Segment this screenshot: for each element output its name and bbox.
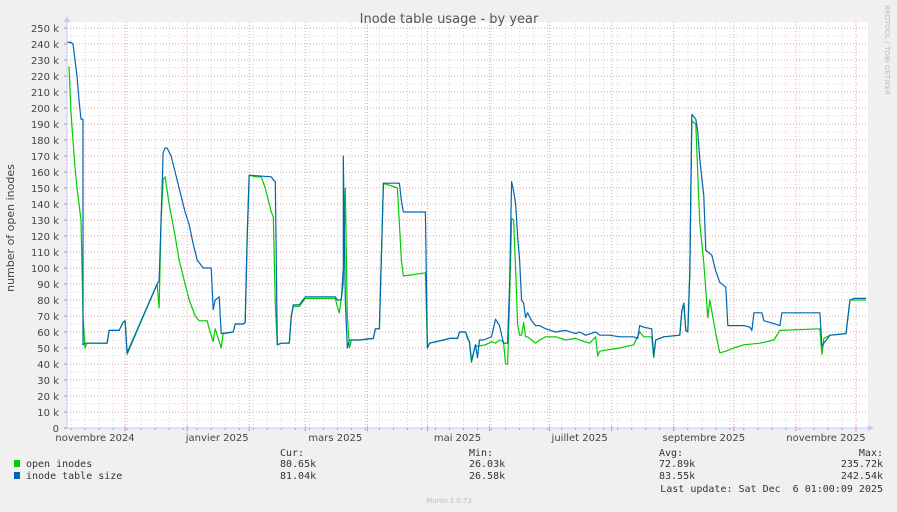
legend-swatch-open-inodes (14, 460, 20, 467)
legend-cur-open-inodes: 80.65k (280, 459, 316, 470)
y-tick-label: 150 k (31, 184, 59, 195)
munin-version: Munin 2.0.73 (426, 497, 472, 505)
legend-swatch-inode-table-size (14, 472, 20, 479)
y-tick-label: 70 k (37, 312, 59, 323)
y-tick-label: 10 k (37, 408, 59, 419)
y-tick-label: 120 k (31, 232, 59, 243)
series-lines (67, 41, 866, 365)
y-tick-label: 160 k (31, 168, 59, 179)
y-tick-label: 0 (53, 424, 59, 435)
legend-label-inode-table-size: inode table size (26, 471, 122, 482)
y-tick-label: 60 k (37, 328, 59, 339)
x-tick-label: novembre 2025 (786, 433, 865, 444)
legend-min-inode-table-size: 26.58k (469, 471, 505, 482)
x-axis: novembre 2024 janvier 2025 mars 2025 mai 20… (55, 433, 865, 444)
legend-header-avg: Avg: (659, 448, 683, 459)
y-tick-label: 250 k (31, 24, 59, 35)
y-tick-label: 210 k (31, 88, 59, 99)
y-tick-label: 50 k (37, 344, 59, 355)
legend-header-cur: Cur: (280, 448, 304, 459)
y-tick-label: 130 k (31, 216, 59, 227)
y-tick-label: 30 k (37, 376, 59, 387)
y-tick-label: 240 k (31, 40, 59, 51)
x-tick-label: novembre 2024 (55, 433, 134, 444)
legend-max-open-inodes: 235.72k (841, 459, 883, 470)
plot-area (67, 22, 868, 428)
legend-cur-inode-table-size: 81.04k (280, 471, 316, 482)
y-tick-label: 110 k (31, 248, 59, 259)
y-tick-label: 20 k (37, 392, 59, 403)
chart-title: Inode table usage - by year (360, 12, 539, 27)
legend-min-open-inodes: 26.03k (469, 459, 505, 470)
x-tick-label: mars 2025 (308, 433, 362, 444)
y-tick-label: 180 k (31, 136, 59, 147)
y-tick-label: 80 k (37, 296, 59, 307)
legend-max-inode-table-size: 242.54k (841, 471, 883, 482)
y-tick-label: 230 k (31, 56, 59, 67)
x-tick-label: juillet 2025 (551, 433, 608, 444)
y-tick-label: 90 k (37, 280, 59, 291)
y-axis-arrow-icon (64, 16, 70, 22)
legend-label-open-inodes: open inodes (26, 459, 92, 470)
y-axis: 0 10 k 20 k 30 k 40 k 50 k 60 k 70 k 80 k 90 k 100… (31, 24, 67, 435)
legend: Cur: Min: Avg: Max: open inodes 80.65k 2… (14, 448, 883, 495)
y-tick-label: 220 k (31, 72, 59, 83)
y-tick-label: 100 k (31, 264, 59, 275)
x-axis-arrow-icon (868, 425, 874, 431)
x-tick-label: mai 2025 (434, 433, 481, 444)
legend-header-min: Min: (469, 448, 493, 459)
y-tick-label: 140 k (31, 200, 59, 211)
x-tick-label: septembre 2025 (663, 433, 746, 444)
y-tick-label: 190 k (31, 120, 59, 131)
legend-header-max: Max: (859, 448, 883, 459)
y-tick-label: 170 k (31, 152, 59, 163)
legend-avg-inode-table-size: 83.55k (659, 471, 695, 482)
rrdtool-watermark: RRDTOOL / TOBI OETIKER (883, 5, 891, 95)
last-update: Last update: Sat Dec 6 01:00:09 2025 (660, 484, 883, 495)
series-line-inode-table-size (67, 41, 866, 362)
x-tick-label: janvier 2025 (185, 433, 249, 444)
y-tick-label: 40 k (37, 360, 59, 371)
y-tick-label: 200 k (31, 104, 59, 115)
y-axis-label: number of open inodes (4, 164, 17, 292)
legend-avg-open-inodes: 72.89k (659, 459, 695, 470)
